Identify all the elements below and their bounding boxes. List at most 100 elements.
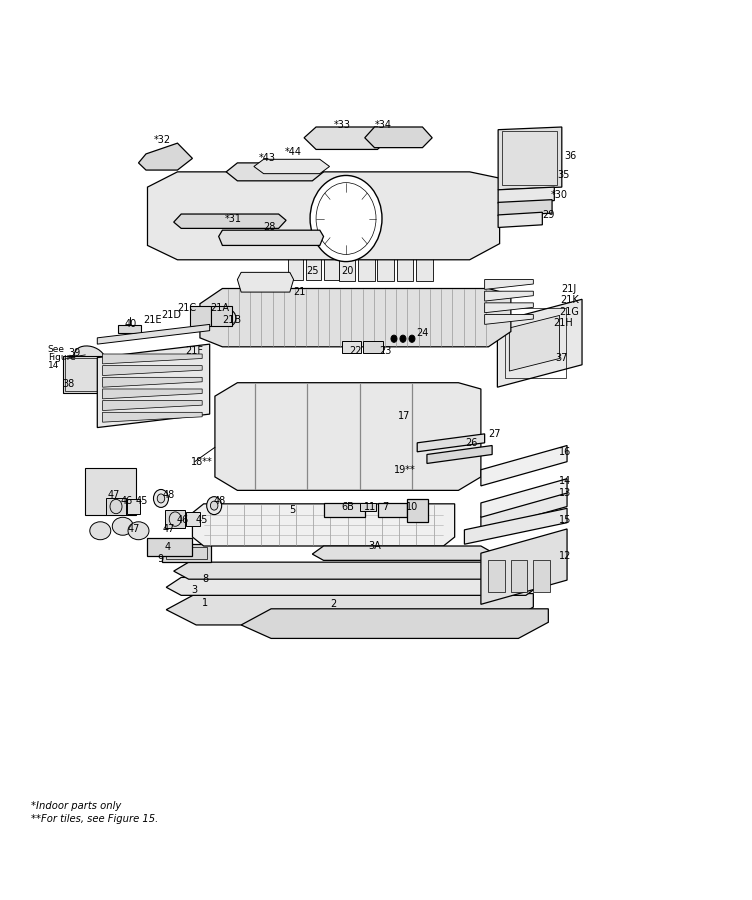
Text: 48: 48 bbox=[162, 490, 174, 500]
Polygon shape bbox=[254, 159, 329, 174]
Text: 46: 46 bbox=[120, 496, 132, 506]
Circle shape bbox=[153, 490, 168, 508]
Bar bbox=[488, 561, 505, 592]
Text: 10: 10 bbox=[406, 501, 418, 511]
Text: *44: *44 bbox=[285, 147, 302, 158]
Text: 21: 21 bbox=[293, 287, 306, 297]
Polygon shape bbox=[166, 578, 541, 596]
Circle shape bbox=[205, 310, 218, 326]
Bar bbox=[397, 255, 414, 282]
Text: 26: 26 bbox=[465, 437, 478, 448]
Polygon shape bbox=[238, 273, 293, 292]
Text: See: See bbox=[48, 345, 65, 354]
Text: *31: *31 bbox=[225, 213, 242, 223]
Text: 19**: 19** bbox=[393, 464, 415, 474]
Bar bbox=[324, 256, 339, 280]
Polygon shape bbox=[465, 508, 567, 544]
Text: 17: 17 bbox=[399, 411, 411, 421]
Bar bbox=[166, 547, 208, 560]
Bar bbox=[165, 510, 185, 528]
Polygon shape bbox=[481, 492, 567, 531]
Text: 21D: 21D bbox=[162, 310, 181, 320]
Polygon shape bbox=[304, 127, 390, 149]
Ellipse shape bbox=[74, 346, 105, 369]
Polygon shape bbox=[102, 377, 202, 387]
Bar bbox=[126, 500, 140, 514]
Polygon shape bbox=[481, 446, 567, 486]
Polygon shape bbox=[102, 354, 202, 364]
Polygon shape bbox=[498, 127, 562, 190]
Bar bbox=[323, 503, 365, 517]
Polygon shape bbox=[509, 315, 559, 371]
Ellipse shape bbox=[128, 522, 149, 540]
Bar bbox=[162, 544, 211, 562]
Text: **For tiles, see Figure 15.: **For tiles, see Figure 15. bbox=[32, 814, 159, 824]
Text: 38: 38 bbox=[62, 379, 75, 389]
Ellipse shape bbox=[89, 522, 111, 540]
Polygon shape bbox=[497, 300, 582, 387]
Text: 9: 9 bbox=[157, 554, 163, 564]
Text: 16: 16 bbox=[559, 446, 571, 457]
Text: 46: 46 bbox=[177, 515, 189, 525]
Text: *Indoor parts only: *Indoor parts only bbox=[32, 801, 122, 811]
Text: 1: 1 bbox=[202, 598, 208, 608]
Text: *43: *43 bbox=[259, 153, 276, 164]
Bar bbox=[511, 561, 527, 592]
Polygon shape bbox=[498, 200, 552, 216]
Polygon shape bbox=[138, 143, 193, 170]
Text: 18**: 18** bbox=[190, 456, 212, 467]
Text: 29: 29 bbox=[542, 210, 554, 220]
Text: 40: 40 bbox=[124, 320, 136, 329]
Polygon shape bbox=[193, 504, 455, 546]
Text: 12: 12 bbox=[559, 551, 571, 561]
Polygon shape bbox=[498, 187, 554, 203]
Text: 35: 35 bbox=[557, 170, 569, 180]
Polygon shape bbox=[226, 163, 323, 181]
Text: *32: *32 bbox=[154, 136, 171, 146]
Text: 22: 22 bbox=[349, 346, 361, 356]
Text: 24: 24 bbox=[417, 328, 429, 338]
Text: 7: 7 bbox=[383, 501, 389, 511]
Text: 21A: 21A bbox=[211, 303, 229, 313]
Text: 4: 4 bbox=[165, 542, 171, 552]
Text: 13: 13 bbox=[559, 488, 571, 498]
Text: *30: *30 bbox=[551, 190, 568, 200]
Bar bbox=[306, 256, 321, 280]
Polygon shape bbox=[147, 538, 193, 556]
Bar bbox=[359, 503, 376, 511]
Polygon shape bbox=[215, 382, 481, 491]
Polygon shape bbox=[102, 400, 202, 410]
Polygon shape bbox=[498, 212, 542, 228]
Polygon shape bbox=[484, 292, 533, 302]
Polygon shape bbox=[484, 314, 533, 324]
Bar bbox=[358, 255, 374, 282]
Text: *33: *33 bbox=[334, 121, 350, 130]
Bar bbox=[65, 358, 104, 391]
Bar bbox=[502, 131, 556, 185]
Text: 21J: 21J bbox=[562, 284, 577, 293]
Polygon shape bbox=[365, 127, 432, 148]
Bar bbox=[288, 256, 303, 280]
Circle shape bbox=[400, 335, 406, 342]
Text: 21F: 21F bbox=[186, 346, 204, 356]
Bar bbox=[378, 503, 407, 517]
Circle shape bbox=[207, 497, 222, 515]
Text: 47: 47 bbox=[162, 524, 174, 534]
Bar bbox=[378, 255, 394, 282]
Text: 3: 3 bbox=[191, 585, 197, 595]
Polygon shape bbox=[166, 594, 533, 625]
Text: 3A: 3A bbox=[368, 541, 381, 551]
Text: 23: 23 bbox=[379, 346, 391, 356]
Ellipse shape bbox=[112, 518, 133, 536]
Polygon shape bbox=[312, 546, 492, 561]
Polygon shape bbox=[102, 412, 202, 422]
Bar bbox=[363, 341, 383, 353]
Bar bbox=[505, 308, 566, 378]
Polygon shape bbox=[174, 562, 533, 580]
Polygon shape bbox=[241, 608, 548, 638]
Polygon shape bbox=[481, 479, 567, 518]
Polygon shape bbox=[102, 389, 202, 399]
Polygon shape bbox=[427, 446, 492, 464]
Bar bbox=[341, 341, 361, 353]
Circle shape bbox=[391, 335, 397, 342]
